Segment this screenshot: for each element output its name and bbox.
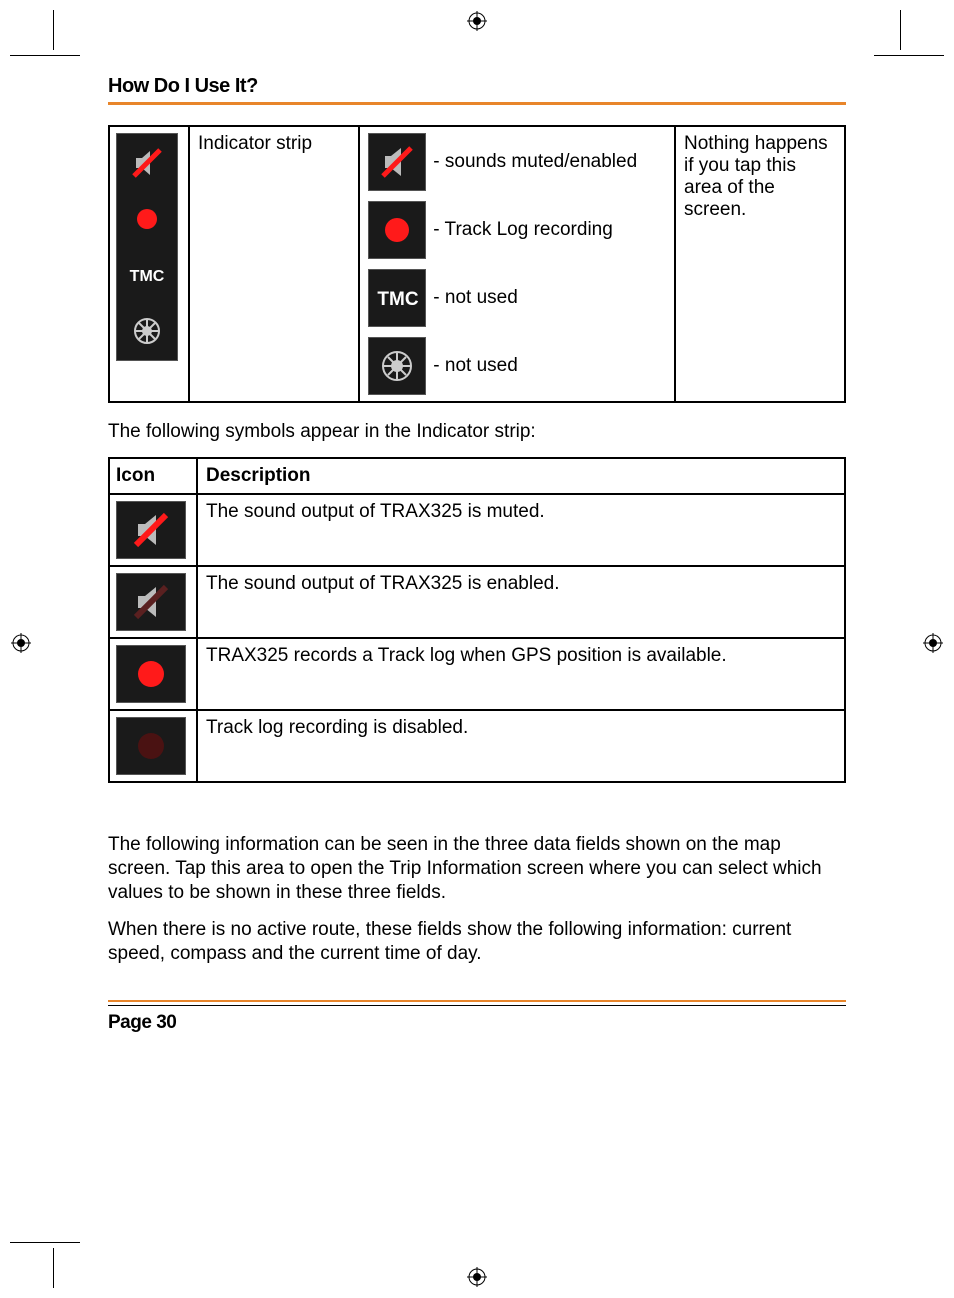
svg-text:TMC: TMC bbox=[130, 268, 165, 285]
indicator-icons-cell: - sounds muted/enabledenabled - Track Lo… bbox=[359, 126, 675, 402]
svg-text:TMC: TMC bbox=[377, 289, 418, 310]
speaker-muted-icon bbox=[368, 133, 426, 191]
indicator-strip-table: TMC Indicator strip - sounds muted/enabl… bbox=[108, 125, 846, 403]
body-paragraph-1: The following information can be seen in… bbox=[108, 833, 846, 904]
table-row: TRAX325 records a Track log when GPS pos… bbox=[109, 638, 845, 710]
speaker-muted-icon bbox=[116, 501, 186, 559]
registration-mark-icon bbox=[467, 1267, 487, 1287]
indicator-strip-icon: TMC bbox=[116, 133, 178, 361]
bluetooth-wheel-icon bbox=[368, 337, 426, 395]
section-title: How Do I Use It? bbox=[108, 75, 846, 98]
footer-rule bbox=[108, 1000, 846, 1002]
registration-mark-icon bbox=[11, 633, 31, 653]
footer-rule bbox=[108, 1005, 846, 1006]
indicator-label-cell: Indicator strip bbox=[189, 126, 359, 402]
registration-mark-icon bbox=[467, 11, 487, 31]
record-inactive-icon bbox=[116, 717, 186, 775]
section-rule bbox=[108, 102, 846, 105]
speaker-enabled-icon bbox=[116, 573, 186, 631]
table-header-description: Description bbox=[197, 458, 845, 494]
page-number: Page 30 bbox=[108, 1012, 846, 1034]
table-header-icon: Icon bbox=[109, 458, 197, 494]
symbol-description-table: Icon Description The sound output of TRA… bbox=[108, 457, 846, 783]
table-row: Track log recording is disabled. bbox=[109, 710, 845, 782]
intro-paragraph: The following symbols appear in the Indi… bbox=[108, 421, 846, 443]
table-row: The sound output of TRAX325 is enabled. bbox=[109, 566, 845, 638]
record-icon bbox=[368, 201, 426, 259]
body-paragraph-2: When there is no active route, these fie… bbox=[108, 918, 846, 966]
tmc-icon: TMC bbox=[368, 269, 426, 327]
table-row: The sound output of TRAX325 is muted. bbox=[109, 494, 845, 566]
record-active-icon bbox=[116, 645, 186, 703]
indicator-note-cell: Nothing happens if you tap this area of … bbox=[675, 126, 845, 402]
registration-mark-icon bbox=[923, 633, 943, 653]
